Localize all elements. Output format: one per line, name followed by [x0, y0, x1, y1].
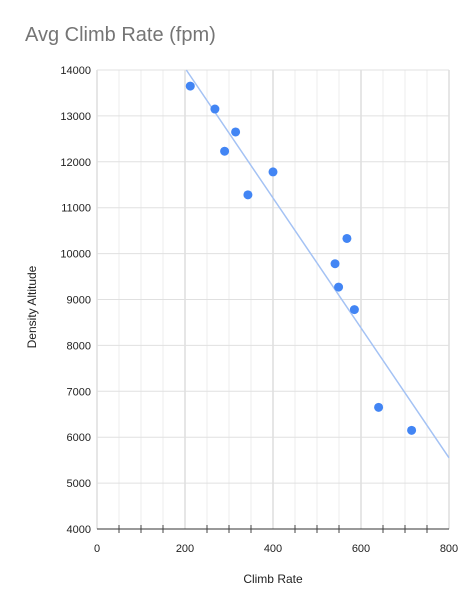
x-tick-labels: 0 200 400 600 800 [94, 543, 458, 555]
data-points [185, 81, 417, 435]
y-axis-title: Density Altitude [25, 265, 39, 348]
data-point [330, 259, 340, 269]
x-tick-label: 0 [94, 543, 100, 555]
y-tick-label: 7000 [67, 386, 91, 398]
y-tick-label: 12000 [60, 157, 91, 169]
chart-title: Avg Climb Rate (fpm) [25, 24, 216, 46]
y-tick-label: 9000 [67, 295, 91, 307]
data-point [407, 425, 417, 435]
trendline-layer [185, 69, 450, 459]
data-point [374, 402, 384, 412]
x-tick-label: 400 [264, 543, 282, 555]
data-point [185, 81, 195, 91]
grid-lines [96, 69, 450, 530]
x-axis-title: Climb Rate [243, 572, 303, 586]
data-point [210, 104, 220, 114]
minor-tick-marks [118, 525, 428, 533]
data-point [220, 146, 230, 156]
data-point [334, 282, 344, 292]
data-point [268, 167, 278, 177]
data-point [231, 127, 241, 137]
y-tick-label: 4000 [67, 524, 91, 536]
y-tick-label: 13000 [60, 111, 91, 123]
y-tick-labels: 4000 5000 6000 7000 8000 9000 10000 11000 12000 1… [60, 65, 91, 536]
y-tick-label: 10000 [60, 249, 91, 261]
data-point [349, 305, 359, 315]
y-tick-label: 8000 [67, 340, 91, 352]
y-tick-label: 11000 [61, 203, 91, 215]
x-tick-label: 200 [176, 543, 194, 555]
data-point [342, 233, 352, 243]
y-tick-label: 6000 [67, 432, 91, 444]
y-tick-label: 5000 [67, 478, 91, 490]
y-tick-label: 14000 [60, 65, 91, 77]
data-point [243, 190, 253, 200]
trendline [185, 69, 450, 459]
x-tick-label: 600 [352, 543, 370, 555]
x-tick-label: 800 [440, 543, 458, 555]
